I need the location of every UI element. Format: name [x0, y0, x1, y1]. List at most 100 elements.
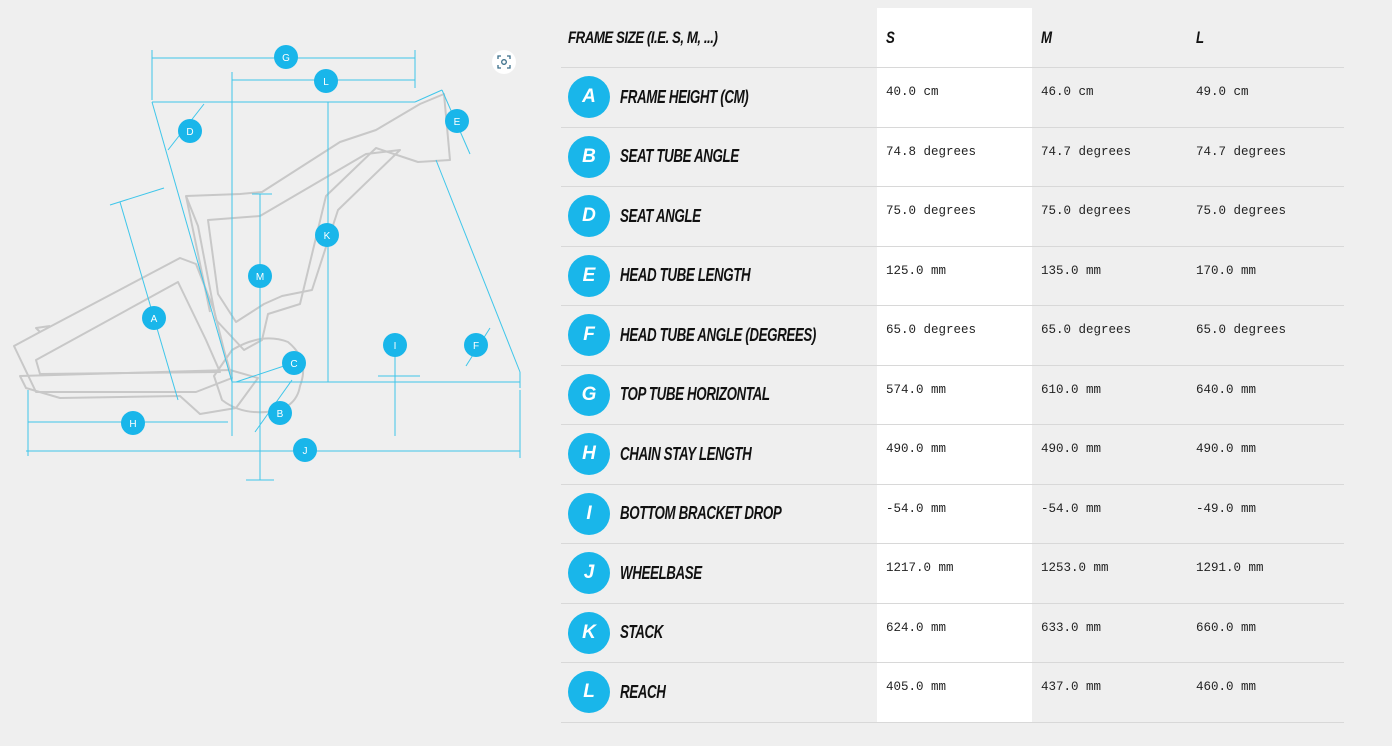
size-header-s[interactable]: S: [877, 8, 1032, 68]
svg-text:A: A: [151, 314, 158, 325]
table-row: I BOTTOM BRACKET DROP -54.0 mm -54.0 mm -49.…: [561, 484, 1344, 544]
svg-text:I: I: [394, 341, 397, 352]
letter-badge: A: [568, 76, 610, 119]
badge-c: C: [282, 351, 306, 375]
table-row: H CHAIN STAY LENGTH 490.0 mm 490.0 mm 490.0 …: [561, 424, 1344, 485]
value-cell-m: 490.0 mm: [1032, 424, 1187, 485]
table-row: E HEAD TUBE LENGTH 125.0 mm 135.0 mm 170.0 m…: [561, 246, 1344, 306]
row-label-cell: J WHEELBASE: [561, 543, 877, 604]
value-cell-m: 437.0 mm: [1032, 662, 1187, 723]
badge-l: L: [314, 69, 338, 93]
badge-j: J: [293, 438, 317, 462]
table-row: A FRAME HEIGHT (CM) 40.0 cm 46.0 cm 49.0 cm: [561, 67, 1344, 128]
table-row: D SEAT ANGLE 75.0 degrees 75.0 degrees 75.0 …: [561, 186, 1344, 247]
frame-geometry-svg: G L E D K M A I F C B H J: [13, 45, 521, 481]
geometry-table: FRAME SIZE (I.E. S, M, ...) S M L A FRAME…: [561, 8, 1344, 723]
value-cell-l: 1291.0 mm: [1187, 543, 1344, 604]
row-label-cell: E HEAD TUBE LENGTH: [561, 246, 877, 306]
value-cell-m: -54.0 mm: [1032, 484, 1187, 544]
value-cell-m: 1253.0 mm: [1032, 543, 1187, 604]
svg-text:H: H: [129, 419, 136, 430]
letter-badge: H: [568, 433, 610, 476]
svg-text:E: E: [454, 117, 461, 128]
value-cell-m: 135.0 mm: [1032, 246, 1187, 306]
value-cell-m: 633.0 mm: [1032, 603, 1187, 663]
letter-badge: I: [568, 492, 610, 535]
measurement-name: REACH: [620, 681, 666, 702]
row-label-cell: I BOTTOM BRACKET DROP: [561, 484, 877, 544]
row-label-cell: H CHAIN STAY LENGTH: [561, 424, 877, 485]
value-cell-l: 170.0 mm: [1187, 246, 1344, 306]
measurement-name: SEAT ANGLE: [620, 205, 701, 226]
row-label-cell: L REACH: [561, 662, 877, 723]
table-row: J WHEELBASE 1217.0 mm 1253.0 mm 1291.0 mm: [561, 543, 1344, 604]
measurement-name: BOTTOM BRACKET DROP: [620, 503, 782, 524]
value-cell-s: 40.0 cm: [877, 67, 1032, 128]
badge-b: B: [268, 401, 292, 425]
value-cell-m: 74.7 degrees: [1032, 127, 1187, 187]
size-header-m[interactable]: M: [1032, 8, 1187, 68]
measurement-name: SEAT TUBE ANGLE: [620, 146, 739, 167]
svg-text:J: J: [303, 446, 308, 457]
svg-text:B: B: [277, 409, 284, 420]
value-cell-l: -49.0 mm: [1187, 484, 1344, 544]
focus-frame-icon: [497, 55, 511, 69]
value-cell-l: 75.0 degrees: [1187, 186, 1344, 247]
value-cell-s: 405.0 mm: [877, 662, 1032, 723]
row-label-cell: G TOP TUBE HORIZONTAL: [561, 365, 877, 425]
measurement-name: STACK: [620, 622, 664, 643]
row-label-cell: F HEAD TUBE ANGLE (DEGREES): [561, 305, 877, 366]
value-cell-l: 74.7 degrees: [1187, 127, 1344, 187]
value-cell-l: 65.0 degrees: [1187, 305, 1344, 366]
row-label-cell: B SEAT TUBE ANGLE: [561, 127, 877, 187]
value-cell-s: 1217.0 mm: [877, 543, 1032, 604]
letter-badge: D: [568, 195, 610, 238]
table-row: K STACK 624.0 mm 633.0 mm 660.0 mm: [561, 603, 1344, 663]
table-row: G TOP TUBE HORIZONTAL 574.0 mm 610.0 mm 640.…: [561, 365, 1344, 425]
measurement-name: HEAD TUBE ANGLE (DEGREES): [620, 324, 816, 345]
letter-badge: G: [568, 373, 610, 416]
badge-h: H: [121, 411, 145, 435]
badge-g: G: [274, 45, 298, 69]
row-label-cell: K STACK: [561, 603, 877, 663]
value-cell-s: 574.0 mm: [877, 365, 1032, 425]
value-cell-m: 46.0 cm: [1032, 67, 1187, 128]
svg-text:D: D: [186, 127, 193, 138]
badge-f: F: [464, 333, 488, 357]
value-cell-s: 74.8 degrees: [877, 127, 1032, 187]
svg-text:K: K: [324, 231, 331, 242]
badge-m: M: [248, 264, 272, 288]
value-cell-s: -54.0 mm: [877, 484, 1032, 544]
letter-badge: K: [568, 611, 610, 654]
value-cell-m: 65.0 degrees: [1032, 305, 1187, 366]
value-cell-s: 65.0 degrees: [877, 305, 1032, 366]
size-header-l[interactable]: L: [1187, 8, 1344, 68]
value-cell-s: 624.0 mm: [877, 603, 1032, 663]
letter-badge: L: [568, 671, 610, 714]
measurement-name: HEAD TUBE LENGTH: [620, 265, 751, 286]
letter-badge: F: [568, 314, 610, 357]
badge-i: I: [383, 333, 407, 357]
svg-text:G: G: [282, 53, 290, 64]
value-cell-m: 75.0 degrees: [1032, 186, 1187, 247]
value-cell-l: 49.0 cm: [1187, 67, 1344, 128]
frame-size-header: FRAME SIZE (I.E. S, M, ...): [561, 8, 877, 68]
svg-text:C: C: [290, 359, 297, 370]
svg-text:M: M: [256, 272, 264, 283]
table-row: F HEAD TUBE ANGLE (DEGREES) 65.0 degrees 65…: [561, 305, 1344, 366]
expand-diagram-button[interactable]: [492, 50, 516, 74]
letter-badge: B: [568, 135, 610, 178]
table-row: L REACH 405.0 mm 437.0 mm 460.0 mm: [561, 662, 1344, 723]
badge-k: K: [315, 223, 339, 247]
badge-e: E: [445, 109, 469, 133]
value-cell-s: 75.0 degrees: [877, 186, 1032, 247]
table-row: B SEAT TUBE ANGLE 74.8 degrees 74.7 degrees…: [561, 127, 1344, 187]
measurement-name: FRAME HEIGHT (CM): [620, 86, 749, 107]
bike-frame-outline: [13, 93, 451, 415]
badge-d: D: [178, 119, 202, 143]
value-cell-s: 490.0 mm: [877, 424, 1032, 485]
measurement-name: TOP TUBE HORIZONTAL: [620, 384, 770, 405]
row-label-cell: A FRAME HEIGHT (CM): [561, 67, 877, 128]
value-cell-s: 125.0 mm: [877, 246, 1032, 306]
svg-text:L: L: [323, 77, 329, 88]
